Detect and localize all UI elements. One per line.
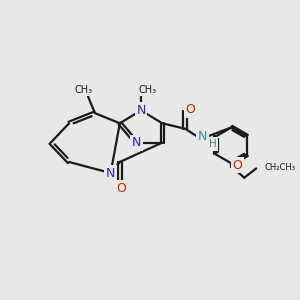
Text: O: O [116,182,126,195]
Text: N: N [198,130,207,143]
Text: N: N [132,136,141,149]
Text: O: O [232,159,242,172]
Text: CH₂CH₃: CH₂CH₃ [265,163,296,172]
Text: H: H [209,139,216,149]
Text: CH₃: CH₃ [75,85,93,94]
Text: CH₃: CH₃ [139,85,157,94]
Text: N: N [136,104,146,117]
Text: O: O [185,103,195,116]
Text: N: N [106,167,115,179]
